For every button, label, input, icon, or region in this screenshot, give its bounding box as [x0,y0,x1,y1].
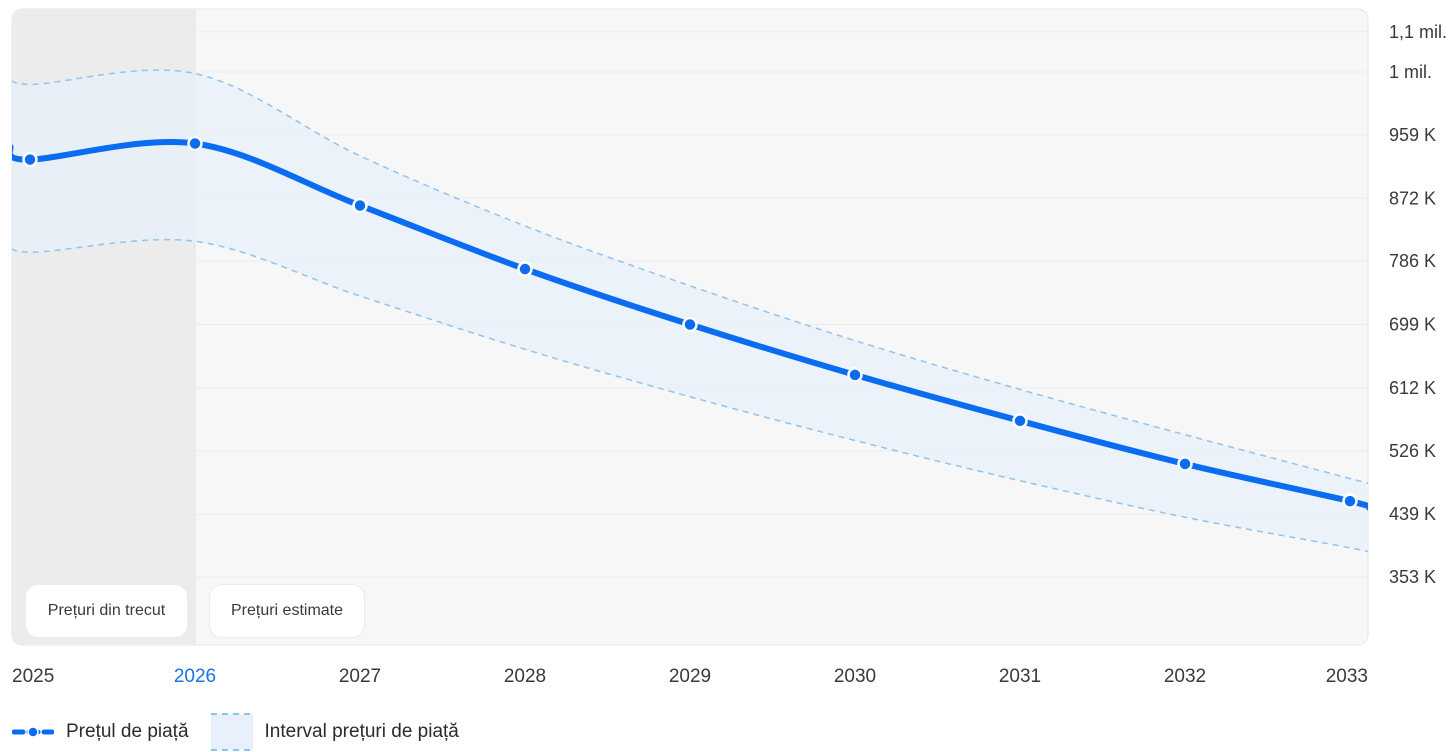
range-upper-line [12,69,1368,485]
x-tick-label: 2032 [1164,666,1206,687]
x-tick-label: 2033 [1326,666,1368,687]
range-lower-line [12,237,1368,554]
x-tick-label: 2031 [999,666,1041,687]
y-tick-label: 872 K [1389,188,1436,208]
legend-price-range-label: Interval prețuri de piață [264,721,459,742]
legend-price-range: Interval prețuri de piață [210,712,459,752]
y-tick-label: 439 K [1389,504,1436,524]
legend-band-swatch [210,713,253,751]
point-2026 [187,135,203,152]
point-2025 [22,151,38,168]
y-tick-label: 1,1 mil. [1389,22,1447,42]
x-tick-label: 2025 [12,666,54,687]
past-prices-label: Prețuri din trecut [26,585,187,637]
x-tick-label: 2030 [834,666,876,687]
point-2031 [1012,413,1028,429]
x-tick-label: 2027 [339,666,381,687]
point-2027 [352,197,368,214]
point-2028 [517,261,533,277]
point-2030 [847,367,863,383]
price-range-band [12,70,1368,553]
x-tick-label: 2029 [669,666,711,687]
y-tick-label: 612 K [1389,378,1436,398]
y-tick-label: 959 K [1389,125,1436,145]
legend-line-swatch [12,726,54,738]
point-2032 [1177,456,1193,472]
legend-market-price: Prețul de piață [12,721,189,743]
y-tick-label: 526 K [1389,441,1436,461]
y-tick-label: 353 K [1389,567,1436,587]
y-tick-label: 1 mil. [1389,62,1432,82]
legend-market-price-label: Prețul de piață [66,721,189,742]
plot-group [12,9,1368,645]
estimated-prices-label: Prețuri estimate [210,585,364,637]
chart-legend: Prețul de piață Interval prețuri de piaț… [12,712,481,752]
y-tick-label: 786 K [1389,251,1436,271]
y-tick-label: 699 K [1389,315,1436,335]
x-tick-label: 2028 [504,666,546,687]
x-tick-label: 2026 [174,666,216,687]
point-2033 [1342,493,1358,509]
point-2029 [682,316,698,333]
